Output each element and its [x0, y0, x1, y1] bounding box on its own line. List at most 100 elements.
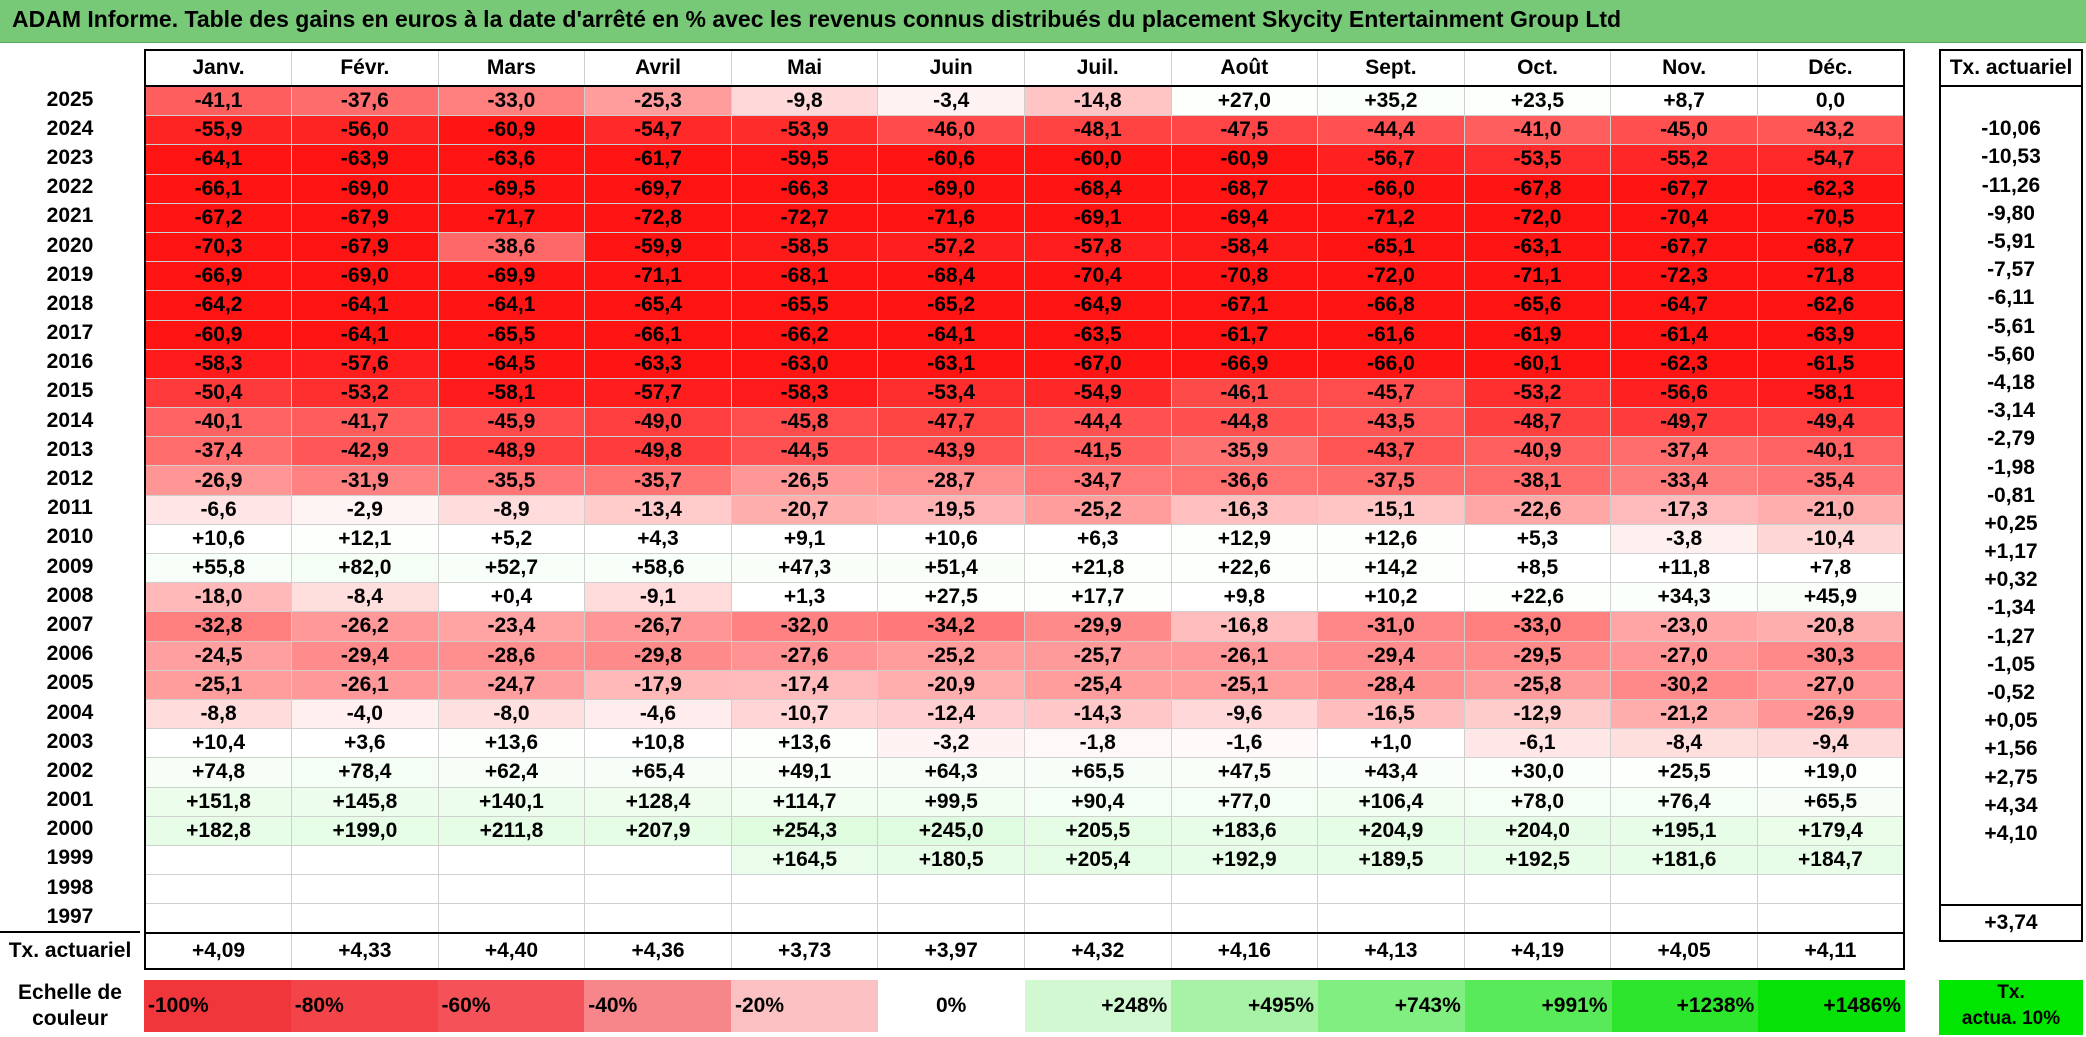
gain-cell: -66,1 [584, 319, 732, 350]
gain-cell: -22,6 [1463, 494, 1611, 525]
year-label: 2007 [46, 612, 94, 636]
gain-cell: -25,1 [144, 669, 292, 700]
gain-cell: -29,9 [1023, 611, 1172, 642]
table-row: -50,4 -53,2 -58,1 -57,7 -58,3 -53,4 -54,9 -46,1… [144, 377, 1904, 408]
gain-cell: -62,6 [1756, 290, 1904, 320]
gain-cell: -65,5 [437, 319, 585, 350]
gain-cell: -3,8 [1610, 523, 1758, 554]
gain-cell [1610, 903, 1758, 934]
gain-cell: -53,9 [730, 115, 878, 145]
gain-cell: -30,2 [1610, 669, 1758, 700]
gain-cell [730, 874, 878, 904]
total-cell: +4,40 [437, 932, 585, 970]
gain-cell: -60,9 [144, 319, 292, 350]
color-scale-actuarial: Tx. actua. 10% [1939, 980, 2083, 1035]
gain-cell: +0,4 [437, 582, 585, 612]
gain-cell: +182,8 [144, 815, 292, 846]
gain-cell: -33,0 [1463, 611, 1611, 642]
gain-cell: -37,6 [291, 85, 439, 116]
year-label: 2023 [46, 145, 94, 169]
gain-cell: +164,5 [730, 844, 878, 875]
gain-cell: -57,7 [584, 377, 732, 408]
gain-cell: -67,2 [144, 202, 292, 233]
gain-cell: -53,4 [877, 377, 1025, 408]
gain-cell: -71,2 [1317, 202, 1465, 233]
gain-cell: -27,6 [730, 640, 878, 671]
gain-cell: +47,5 [1170, 757, 1318, 787]
gain-cell [1756, 903, 1904, 934]
gain-cell: -25,7 [1023, 640, 1172, 671]
gain-cell [1610, 874, 1758, 904]
year-label: 2024 [46, 116, 94, 140]
gain-cell: -69,5 [437, 173, 585, 204]
gain-cell: +10,2 [1317, 582, 1465, 612]
gain-cell: +179,4 [1756, 815, 1904, 846]
gain-cell: +10,8 [584, 728, 732, 758]
gain-cell [1170, 903, 1318, 934]
gain-cell: -46,1 [1170, 377, 1318, 408]
gain-cell: +204,9 [1317, 815, 1465, 846]
gain-cell: -41,0 [1463, 115, 1611, 145]
gain-cell: +114,7 [730, 786, 878, 817]
gain-cell: -9,6 [1170, 698, 1318, 729]
gain-cell: -20,7 [730, 494, 878, 525]
gain-cell: +192,5 [1463, 844, 1611, 875]
table-row: -55,9 -56,0 -60,9 -54,7 -53,9 -46,0 -48,1 -47,5… [144, 115, 1904, 145]
gain-cell: -19,5 [877, 494, 1025, 525]
gain-cell: -66,0 [1317, 348, 1465, 379]
gain-cell: +78,4 [291, 757, 439, 787]
gain-cell: -64,2 [144, 290, 292, 320]
gain-cell: -1,8 [1023, 728, 1172, 758]
gain-cell: -71,1 [584, 261, 732, 291]
actuarial-rate: -1,27 [1987, 624, 2035, 648]
gain-cell: +4,3 [584, 523, 732, 554]
gain-cell: -64,7 [1610, 290, 1758, 320]
table-row [144, 903, 1904, 934]
page-title: ADAM Informe. Table des gains en euros à… [12, 6, 1622, 32]
actuarial-rate [1940, 86, 2082, 115]
gain-cell: +14,2 [1317, 552, 1465, 583]
gain-cell: -58,1 [437, 377, 585, 408]
gain-cell [1756, 874, 1904, 904]
gain-cell: -35,7 [584, 465, 732, 496]
gain-cell: +34,3 [1610, 582, 1758, 612]
gain-cell: +9,1 [730, 523, 878, 554]
gain-cell: -30,3 [1756, 640, 1904, 671]
actuarial-rate: +1,56 [1984, 737, 2038, 761]
actuarial-rate: -5,91 [1987, 230, 2035, 254]
actuarial-rate: -10,06 [1981, 117, 2041, 141]
gain-cell: +65,5 [1023, 757, 1172, 787]
gain-cell: -60,0 [1023, 144, 1172, 175]
gain-cell: -10,4 [1756, 523, 1904, 554]
gain-cell: -8,4 [1610, 728, 1758, 758]
gain-cell: +211,8 [437, 815, 585, 846]
gain-cell: -20,8 [1756, 611, 1904, 642]
gain-cell: -69,1 [1023, 202, 1172, 233]
gain-cell: -44,8 [1170, 407, 1318, 437]
gain-cell [1023, 903, 1172, 934]
gain-cell: -57,8 [1023, 231, 1172, 262]
gain-cell: -67,9 [291, 231, 439, 262]
gain-cell: -26,2 [291, 611, 439, 642]
gain-cell: +43,4 [1317, 757, 1465, 787]
gain-cell: +65,4 [584, 757, 732, 787]
gains-table: Janv. Févr. Mars Avril Mai Juin Juil. Août Sept.… [144, 49, 1905, 971]
actuarial-column: Tx. actuariel -10,06 -10,53 -11,26 -9,80 -5,… [1939, 49, 2083, 943]
gain-cell: -15,1 [1317, 494, 1465, 525]
gain-cell: -9,4 [1756, 728, 1904, 758]
gain-cell: -60,6 [877, 144, 1025, 175]
year-label: 2010 [46, 525, 94, 549]
gain-cell: -66,8 [1317, 290, 1465, 320]
gain-cell: -40,1 [1756, 436, 1904, 466]
gain-cell [144, 844, 292, 875]
table-row: -18,0 -8,4 +0,4 -9,1 +1,3 +27,5 +17,7 +9,8 +10,2… [144, 582, 1904, 612]
actuarial-rate: -4,18 [1987, 370, 2035, 394]
gain-cell: -43,2 [1756, 115, 1904, 145]
year-label: 2005 [46, 671, 94, 695]
gain-cell: -37,4 [144, 436, 292, 466]
gain-cell [437, 844, 585, 875]
scale-swatch: -20% [731, 980, 878, 1032]
gain-cell: +12,9 [1170, 523, 1318, 554]
total-cell: +4,16 [1170, 932, 1318, 970]
gain-cell: -27,0 [1756, 669, 1904, 700]
